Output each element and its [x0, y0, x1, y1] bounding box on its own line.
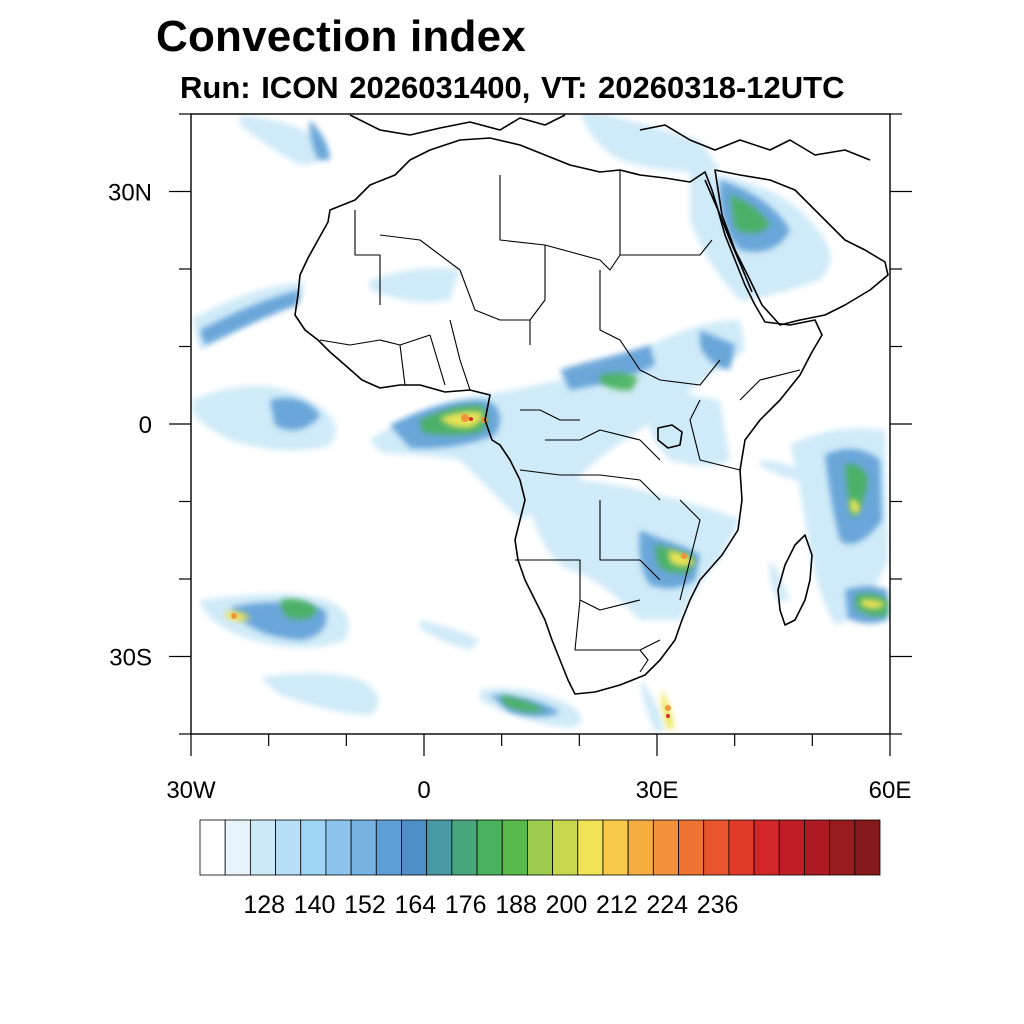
colorbar-label: 152 [344, 891, 386, 919]
colorbar-swatch [728, 819, 755, 876]
colorbar-swatch [350, 819, 377, 876]
colorbar-swatch [804, 819, 831, 876]
axis-ticks [169, 113, 912, 756]
colorbar-swatch [476, 819, 503, 876]
colorbar-swatch [401, 819, 428, 876]
colorbar-swatch [652, 819, 679, 876]
colorbar-swatch [375, 819, 402, 876]
chart-title: Convection index [156, 12, 526, 61]
colorbar-swatch [829, 819, 856, 876]
colorbar-label: 212 [596, 891, 638, 919]
y-tick-label: 0 [139, 412, 152, 439]
axis-tick-labels: 30W 0 30E 60E 30N 0 30S [108, 180, 911, 805]
colorbar-label: 176 [445, 891, 487, 919]
chart-subtitle: Run: ICON 2026031400, VT: 20260318-12UTC [180, 70, 845, 105]
y-tick-label: 30S [109, 645, 152, 672]
colorbar-swatch [552, 819, 579, 876]
colorbar-label: 236 [697, 891, 739, 919]
x-tick-label: 30E [636, 777, 679, 804]
colorbar-label: 128 [243, 891, 285, 919]
x-tick-label: 30W [166, 777, 216, 804]
convection-orange-cores [231, 414, 687, 711]
colorbar-swatch [703, 819, 730, 876]
colorbar-swatch [753, 819, 780, 876]
x-tick-label: 0 [417, 777, 430, 804]
colorbar-swatch [527, 819, 553, 876]
colorbar-swatch [577, 819, 604, 876]
colorbar-swatch [224, 819, 251, 876]
y-tick-label: 30N [108, 180, 152, 207]
colorbar-label: 200 [546, 891, 588, 919]
colorbar-swatch [501, 819, 528, 876]
convection-field [192, 114, 889, 732]
colorbar-label: 188 [495, 891, 537, 919]
colorbar-swatch [451, 819, 478, 876]
coastlines [294, 114, 889, 695]
colorbar: 128 140 152 164 176 188 200 212 224 236 [199, 819, 881, 919]
colorbar-label: 224 [646, 891, 688, 919]
country-borders [319, 170, 801, 673]
colorbar-swatch [199, 819, 226, 876]
colorbar-swatch [602, 819, 629, 876]
colorbar-swatch [627, 819, 654, 876]
colorbar-swatch [854, 819, 881, 876]
colorbar-swatch [249, 819, 276, 876]
colorbar-swatch [426, 819, 453, 876]
colorbar-swatch [275, 819, 302, 876]
colorbar-swatch [300, 819, 327, 876]
colorbar-swatch [778, 819, 805, 876]
colorbar-swatch [325, 819, 352, 876]
x-tick-label: 60E [869, 777, 912, 804]
colorbar-label: 140 [294, 891, 336, 919]
colorbar-swatch [678, 819, 705, 876]
colorbar-label: 164 [394, 891, 436, 919]
convection-red-cores [469, 417, 670, 718]
